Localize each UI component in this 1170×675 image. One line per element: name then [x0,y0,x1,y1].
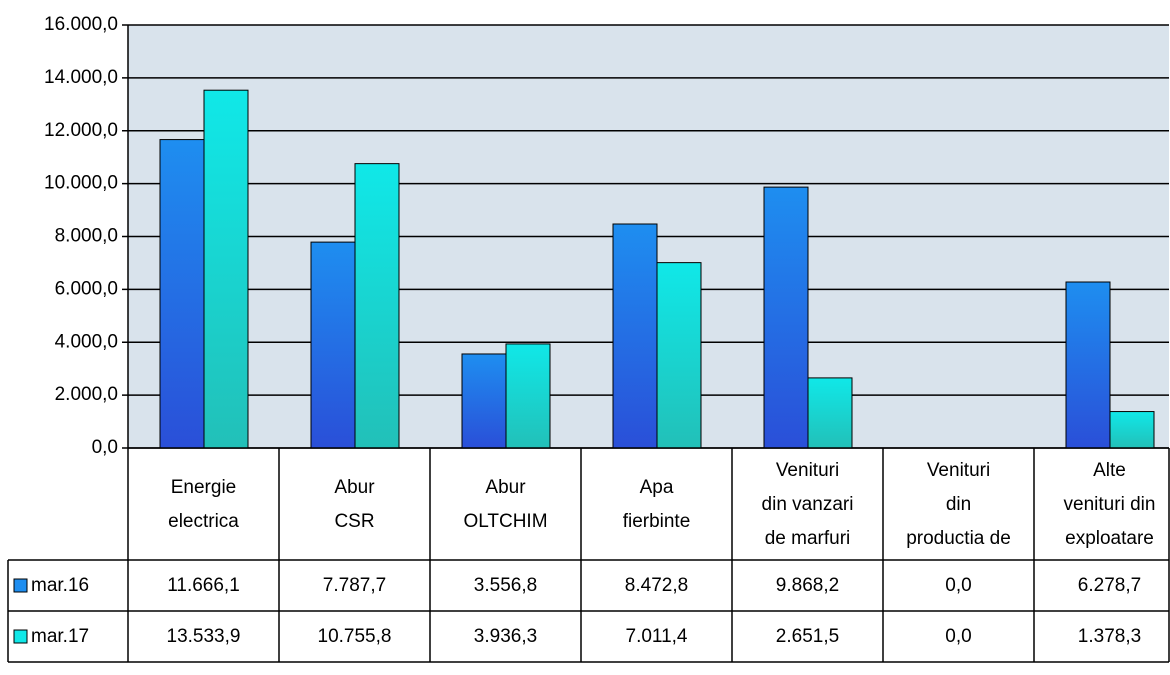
x-tick-label: Energie [171,477,237,498]
legend-label: mar.16 [31,575,89,596]
bar [612,223,658,449]
data-label: 8.472,8 [625,575,688,596]
x-tick-label: fierbinte [623,511,691,532]
data-label: 10.755,8 [318,626,392,647]
y-tick-label: 10.000,0 [44,173,118,194]
bar [656,262,702,449]
data-label: 1.378,3 [1078,626,1141,647]
x-tick-label: venituri din [1064,494,1156,515]
data-label: 11.666,1 [167,575,240,596]
x-tick-label: OLTCHIM [463,511,547,532]
x-tick-label: Abur [334,477,375,498]
y-tick-label: 2.000,0 [55,384,118,405]
data-label: 7.011,4 [626,626,688,647]
x-tick-label: productia de [906,528,1011,549]
y-tick-label: 14.000,0 [44,67,118,88]
bar [1109,411,1155,449]
x-tick-label: Apa [640,477,674,498]
bar [763,186,809,449]
x-tick-label: Abur [485,477,526,498]
data-label: 0,0 [945,575,971,596]
y-tick-label: 8.000,0 [55,226,118,247]
y-tick-label: 6.000,0 [55,278,118,299]
y-tick-label: 4.000,0 [55,331,118,352]
legend-label: mar.17 [31,626,89,647]
y-tick-label: 12.000,0 [44,120,118,141]
x-tick-label: CSR [334,511,374,532]
x-tick-label: electrica [168,511,239,532]
bar [807,377,853,449]
x-tick-label: de marfuri [765,528,851,549]
data-label: 3.936,3 [474,626,537,647]
bar [354,163,400,449]
bar [203,89,249,449]
x-tick-label: din [946,494,971,515]
bar [1065,281,1111,449]
data-label: 7.787,7 [323,575,386,596]
bar [461,353,507,449]
data-label: 13.533,9 [167,626,241,647]
data-label: 6.278,7 [1078,575,1141,596]
x-tick-label: Venituri [776,460,839,481]
legend-swatch [13,578,28,593]
legend-swatch [13,629,28,644]
y-tick-label: 16.000,0 [44,14,118,35]
x-tick-label: Alte [1093,460,1126,481]
x-tick-label: Venituri [927,460,990,481]
data-label: 3.556,8 [474,575,537,596]
bar [310,241,356,449]
x-tick-label: exploatare [1065,528,1154,549]
y-tick-label: 0,0 [92,437,118,458]
data-label: 0,0 [945,626,971,647]
bar [505,343,551,449]
x-tick-label: din vanzari [762,494,854,515]
data-label: 2.651,5 [776,626,839,647]
bar [159,139,205,449]
data-label: 9.868,2 [776,575,839,596]
